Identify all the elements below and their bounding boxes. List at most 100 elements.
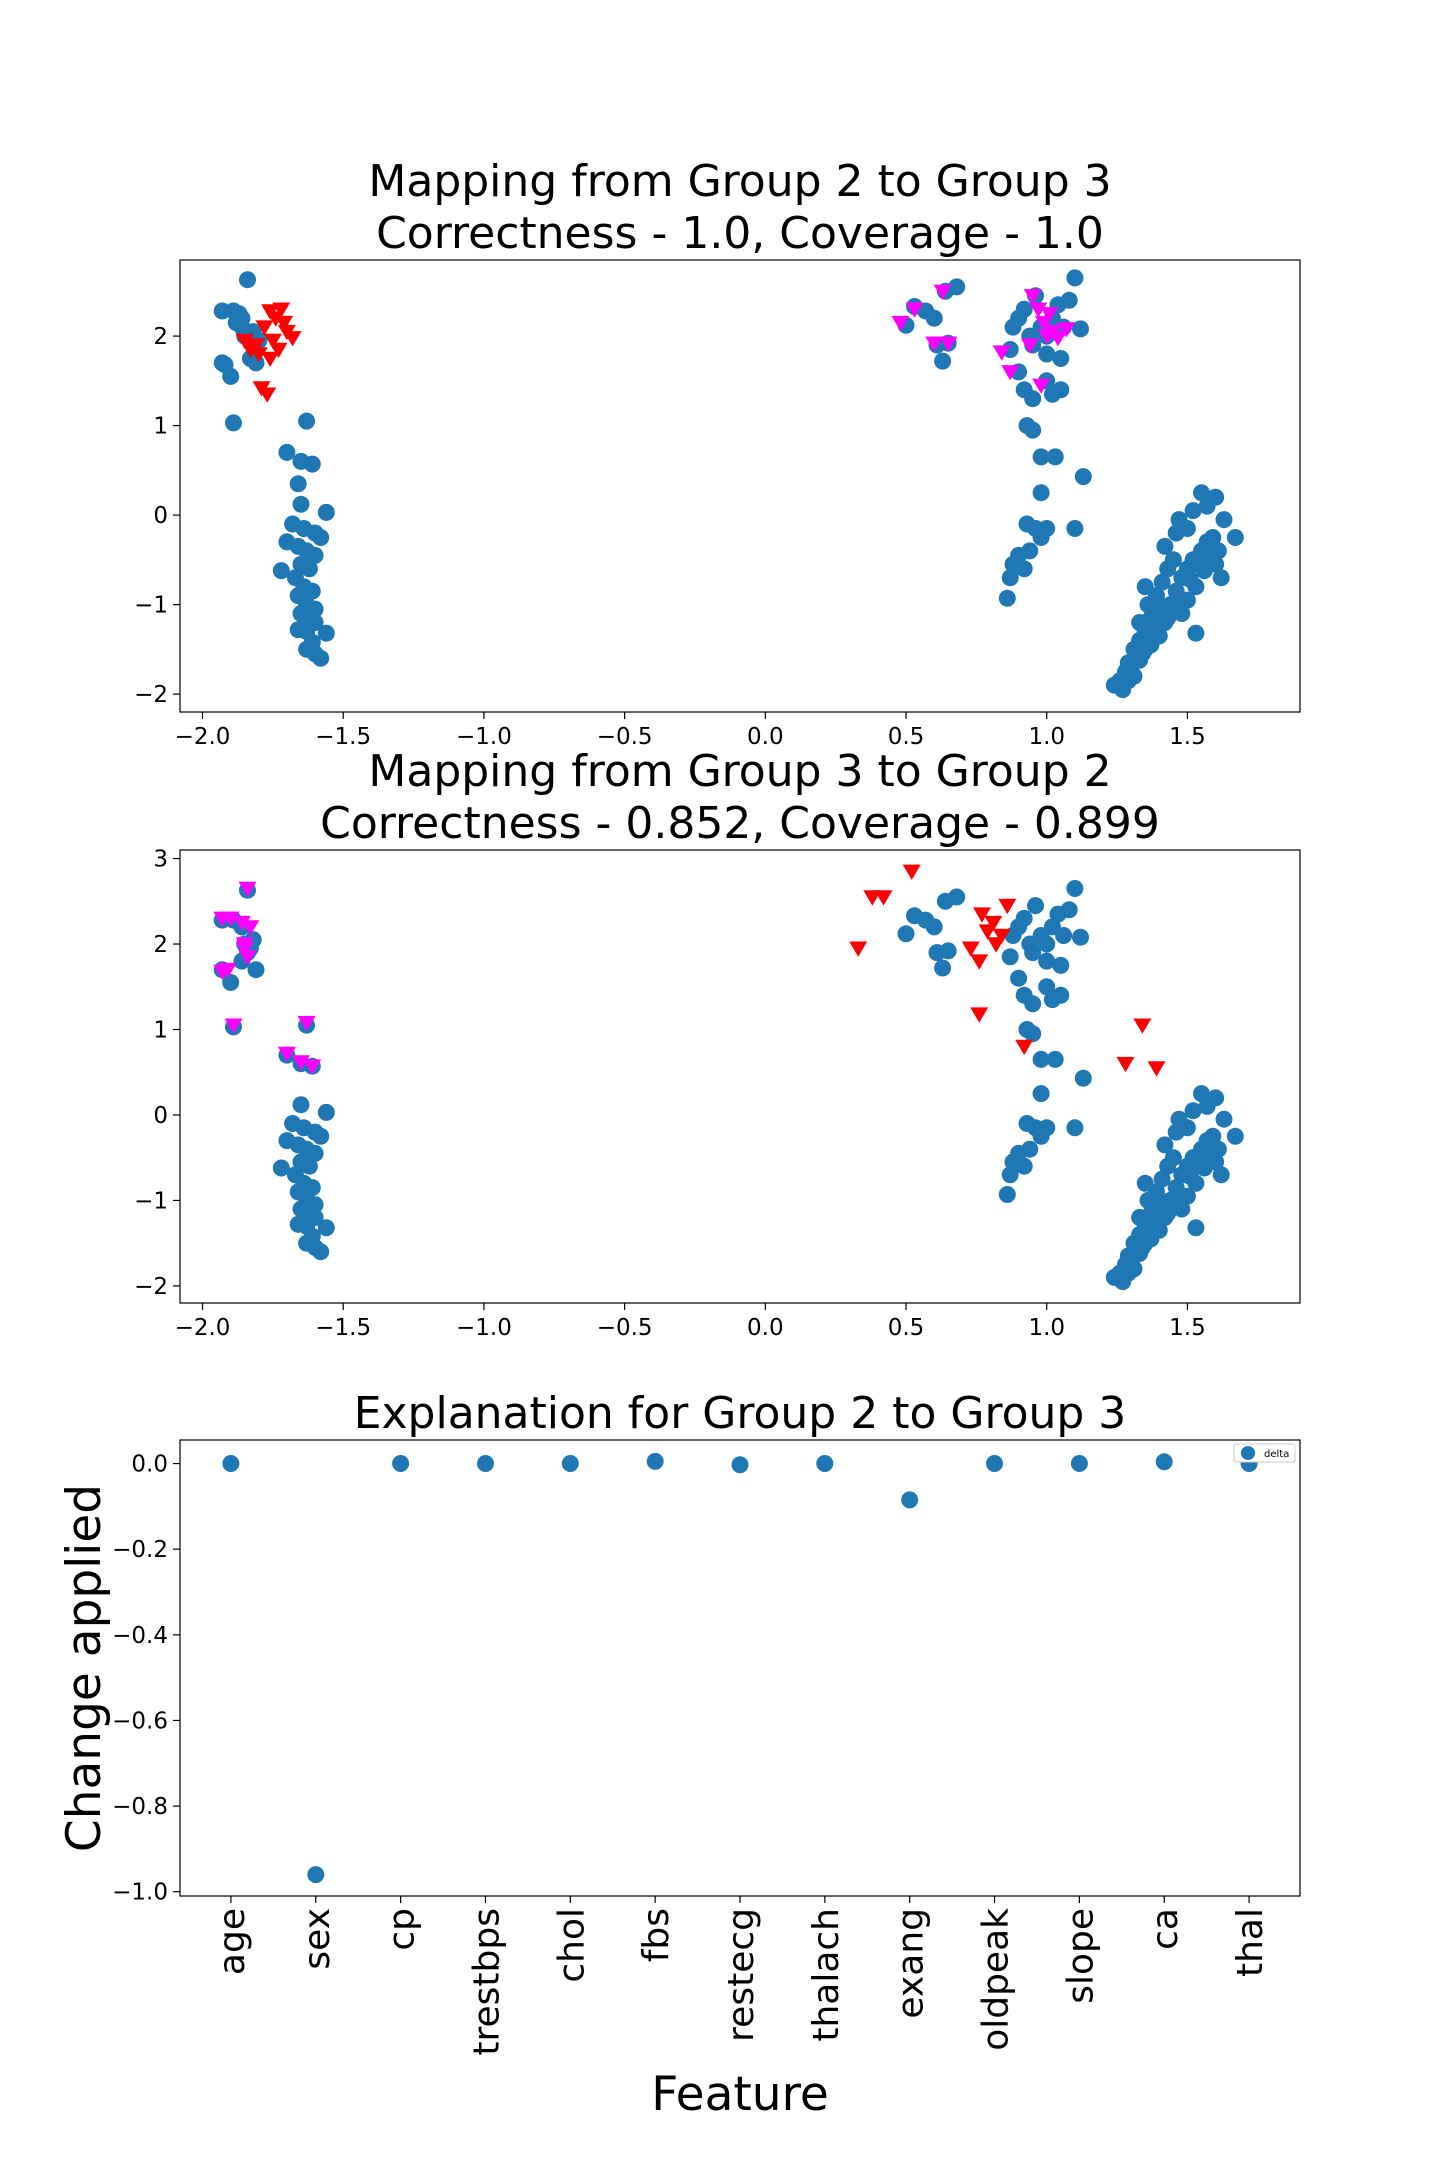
- triangle-marker-red: [984, 915, 1003, 932]
- triangle-marker-magenta: [992, 345, 1011, 361]
- category-label: restecg: [721, 1908, 762, 2042]
- chart-title-line2: Correctness - 0.852, Coverage - 0.899: [320, 798, 1160, 849]
- triangle-marker-red: [235, 333, 254, 350]
- triangle-marker-magenta: [213, 964, 232, 980]
- triangle-marker-red: [272, 302, 291, 318]
- data-point: [312, 649, 330, 667]
- data-point: [1193, 1085, 1210, 1103]
- data-point: [1027, 897, 1044, 915]
- data-point: [1046, 1050, 1064, 1068]
- data-point: [1209, 542, 1227, 560]
- data-point: [1001, 341, 1019, 358]
- y-tick-label: 2: [153, 324, 168, 350]
- data-point: [272, 562, 290, 580]
- data-point: [1066, 269, 1084, 287]
- data-point: [1052, 350, 1070, 367]
- category-label: cp: [382, 1908, 423, 1951]
- data-point: [272, 1159, 290, 1177]
- category-label: ca: [1145, 1908, 1186, 1950]
- triangle-marker-red: [998, 898, 1017, 915]
- data-point: [1178, 520, 1196, 537]
- data-point: [1060, 901, 1078, 919]
- data-point: [1181, 571, 1199, 588]
- data-point: [561, 1455, 579, 1472]
- data-point: [1136, 1174, 1154, 1192]
- data-point: [1122, 1258, 1140, 1276]
- legend: delta: [1233, 1443, 1296, 1463]
- triangle-marker-red: [970, 1007, 989, 1023]
- data-point: [1170, 591, 1188, 609]
- data-point: [998, 589, 1016, 607]
- y-tick-label: −2: [134, 1274, 168, 1300]
- category-label: thalach: [806, 1908, 847, 2042]
- data-point: [306, 546, 324, 564]
- data-point: [292, 495, 310, 513]
- triangle-marker-red: [1133, 1018, 1152, 1034]
- data-point: [1181, 1168, 1199, 1185]
- data-point: [1187, 1219, 1205, 1237]
- data-point: [1195, 562, 1213, 580]
- triangle-marker-magenta: [925, 336, 944, 352]
- data-point: [1038, 978, 1056, 996]
- triangle-marker-red: [255, 320, 274, 336]
- triangle-marker-magenta: [891, 315, 910, 332]
- data-point: [1207, 1089, 1225, 1107]
- data-point: [998, 1186, 1016, 1203]
- category-label: age: [212, 1908, 253, 1975]
- x-tick-label: 0.5: [888, 1315, 925, 1341]
- data-point: [317, 1103, 335, 1121]
- data-point: [1001, 1166, 1019, 1184]
- triangle-marker-magenta: [933, 284, 952, 300]
- data-point: [1024, 944, 1042, 962]
- triangle-marker-red: [992, 928, 1011, 944]
- triangle-marker-magenta: [1032, 378, 1051, 394]
- data-point: [1153, 573, 1171, 591]
- chart-group2-to-group3: Mapping from Group 2 to Group 3 Correctn…: [134, 156, 1301, 750]
- triangle-marker-magenta: [1029, 302, 1048, 318]
- data-point: [312, 1243, 330, 1261]
- data-point: [298, 412, 316, 430]
- data-point: [1150, 1221, 1168, 1239]
- triangle-marker-red: [849, 941, 868, 957]
- data-point: [300, 560, 318, 578]
- data-point: [934, 959, 952, 977]
- data-point: [901, 1491, 919, 1509]
- triangle-marker-magenta: [221, 911, 240, 927]
- triangle-marker-red: [874, 890, 893, 906]
- triangle-marker-magenta: [1049, 331, 1067, 347]
- data-point: [1187, 624, 1205, 642]
- data-point: [1072, 928, 1089, 946]
- data-point: [317, 624, 335, 642]
- data-point: [1052, 986, 1070, 1004]
- triangle-marker-red: [961, 941, 980, 957]
- triangle-marker-magenta: [241, 920, 260, 936]
- triangle-marker-magenta: [905, 302, 924, 318]
- data-point: [925, 309, 943, 327]
- chart-explanation: Explanation for Group 2 to Group 3 age se…: [57, 1388, 1301, 2122]
- x-tick-label: −0.5: [597, 1315, 653, 1341]
- category-label: exang: [891, 1908, 932, 2019]
- data-point: [225, 414, 242, 432]
- data-point: [646, 1452, 664, 1470]
- data-point: [939, 942, 957, 960]
- data-point: [1204, 529, 1222, 546]
- triangle-marker-magenta: [939, 336, 958, 352]
- y-tick-label: 2: [153, 932, 168, 958]
- triangle-marker-magenta: [232, 915, 251, 932]
- data-point: [1207, 488, 1225, 506]
- data-point: [1032, 529, 1050, 546]
- data-point: [1032, 448, 1050, 466]
- data-point: [292, 1096, 310, 1114]
- data-point: [1226, 1127, 1244, 1145]
- data-point: [1184, 1102, 1202, 1120]
- data-point: [1066, 520, 1084, 537]
- data-point: [1159, 1204, 1177, 1222]
- x-tick-label: 1.5: [1169, 1315, 1206, 1341]
- triangle-marker-red: [902, 864, 921, 880]
- data-point: [1032, 1085, 1050, 1103]
- data-point: [1215, 511, 1233, 529]
- data-point: [1032, 1127, 1050, 1145]
- data-point: [1038, 935, 1056, 953]
- y-tick-label: −2: [134, 682, 168, 708]
